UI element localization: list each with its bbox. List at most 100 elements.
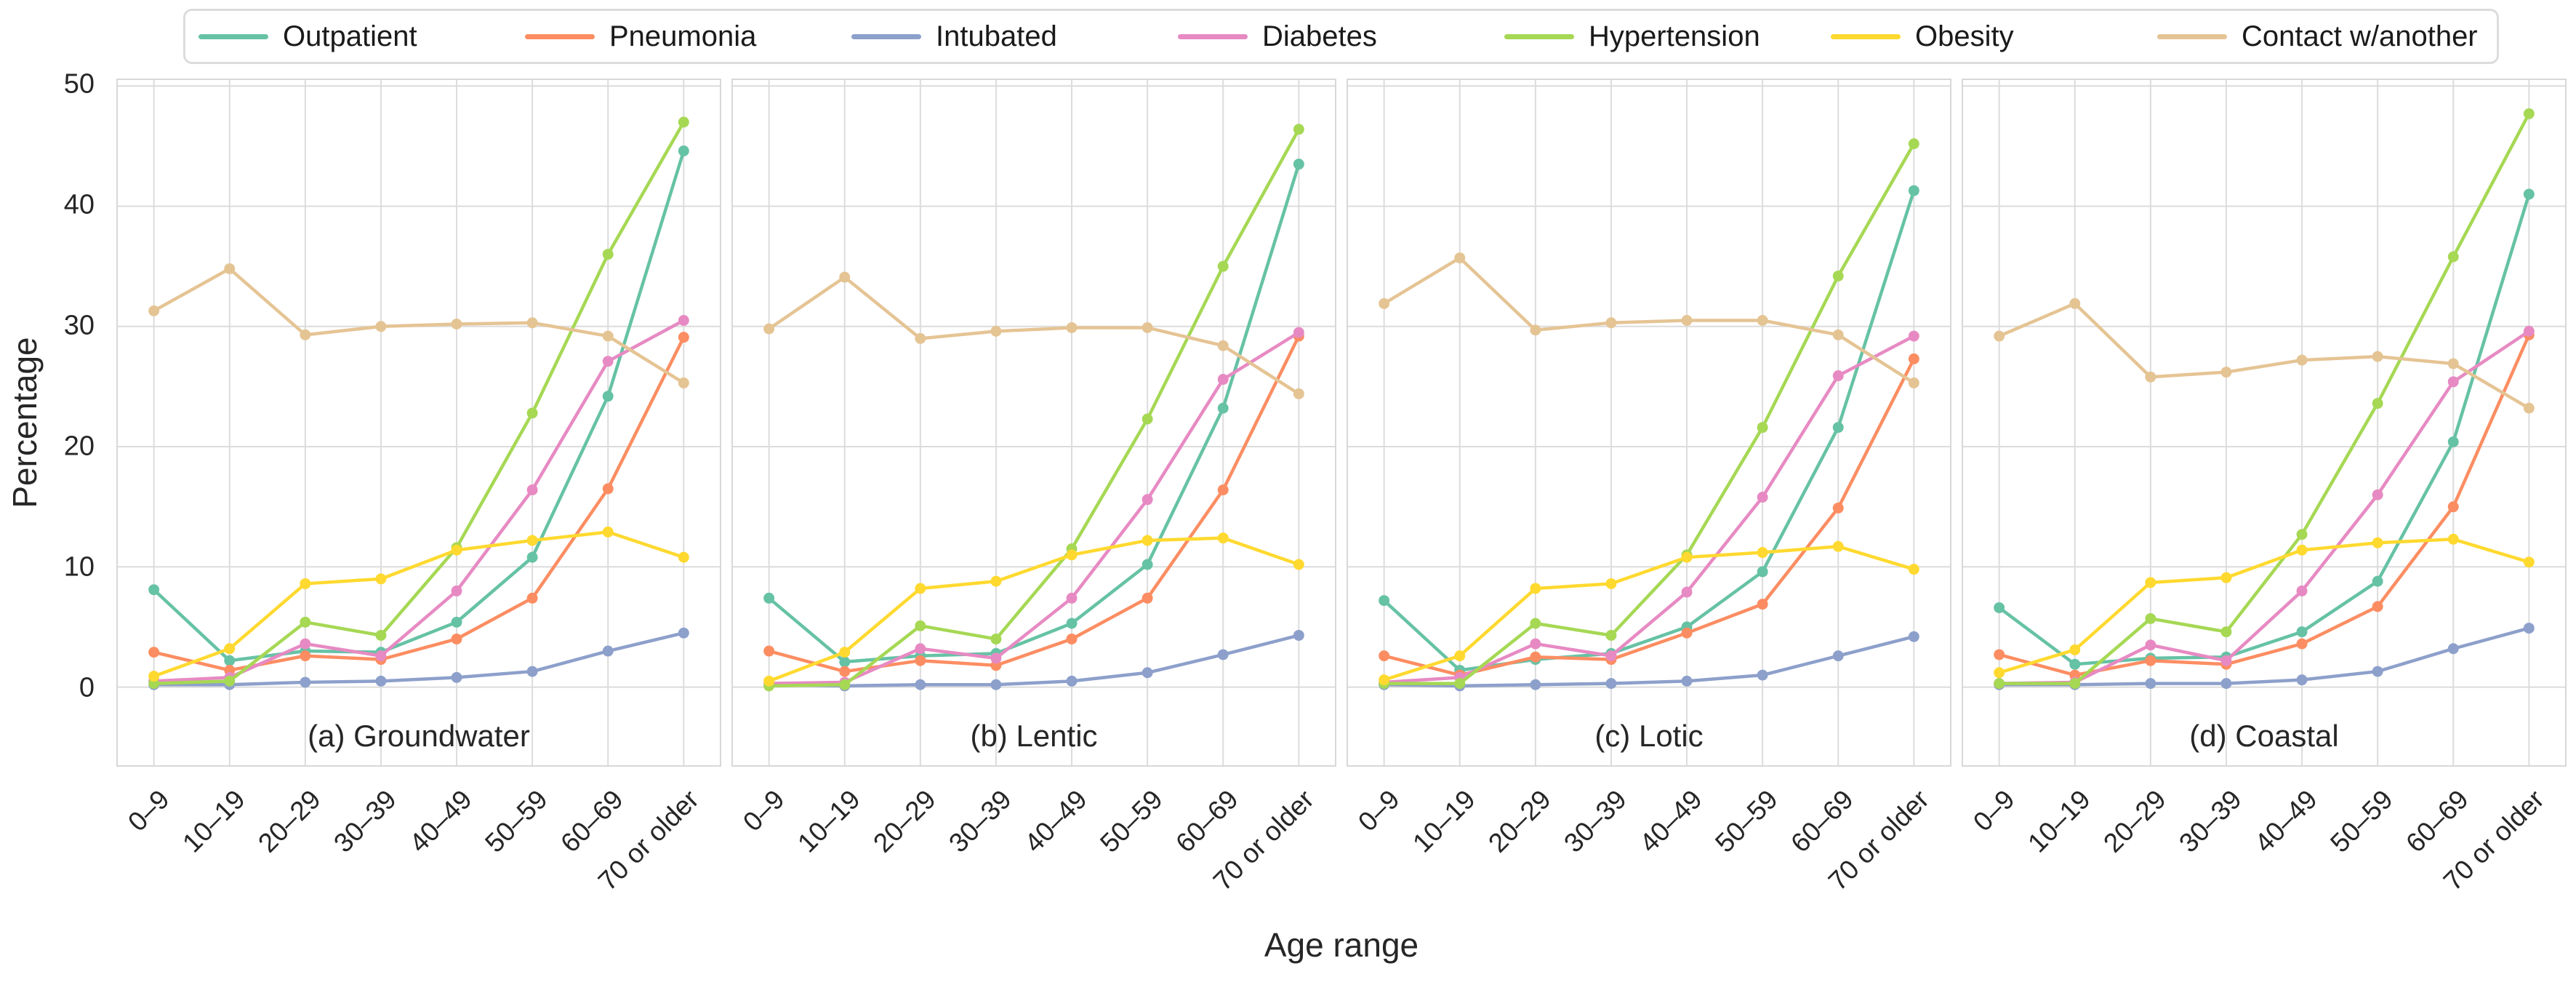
series-line-intubated [153, 631, 684, 687]
x-axis-title: Age range [1264, 926, 1419, 964]
data-point-pneumonia [839, 666, 851, 677]
data-point-intubated [451, 671, 462, 683]
subplot-b-canvas [733, 80, 1335, 765]
data-point-contact-w-another [2523, 402, 2535, 414]
legend-line-swatch-diabetes [1178, 33, 1248, 39]
legend-item-outpatient: Outpatient [198, 20, 525, 53]
data-point-contact-w-another [2372, 351, 2383, 362]
data-point-intubated [1293, 629, 1304, 641]
x-tick-label: 30–39 [2173, 784, 2247, 858]
data-point-pneumonia [1530, 651, 1541, 663]
data-point-hypertension [1141, 413, 1153, 425]
series-line-outpatient [153, 150, 686, 663]
x-tick-label: 70 or older [593, 784, 705, 897]
legend-line-swatch-obesity [1831, 33, 1901, 39]
data-point-diabetes [2220, 655, 2232, 666]
subplot-a-groundwater: (a) Groundwater 0–9 10–19 20–29 30–39 40–49 5… [116, 79, 721, 896]
subplot-d-coastal: (d) Coastal 0–9 10–19 20–29 30–39 40–49 50–59… [1962, 79, 2567, 896]
data-point-obesity [990, 575, 1002, 587]
data-point-outpatient [1293, 159, 1304, 170]
data-point-contact-w-another [526, 317, 538, 329]
data-point-diabetes [1681, 586, 1693, 598]
data-point-contact-w-another [1757, 315, 1768, 326]
data-point-diabetes [526, 484, 538, 495]
legend-label: Intubated [936, 20, 1057, 52]
data-point-contact-w-another [1293, 388, 1304, 399]
legend-line-swatch-hypertension [1504, 33, 1574, 39]
data-point-outpatient [678, 145, 689, 156]
data-point-obesity [526, 535, 538, 546]
series-line-outpatient [1998, 193, 2531, 666]
data-point-intubated [526, 666, 538, 677]
x-tick-label: 50–59 [479, 784, 554, 858]
data-point-obesity [915, 583, 926, 594]
data-point-intubated [602, 645, 614, 657]
series-line-diabetes [769, 331, 1300, 685]
data-point-intubated [1757, 669, 1768, 681]
data-point-obesity [2220, 572, 2232, 583]
data-point-hypertension [915, 620, 926, 631]
x-tick-label: 20–29 [252, 784, 326, 858]
data-point-obesity [2447, 533, 2459, 545]
x-tick-label: 20–29 [1482, 784, 1557, 858]
data-point-hypertension [2296, 529, 2308, 540]
x-tick-label: 40–49 [2249, 784, 2324, 858]
data-point-pneumonia [1379, 650, 1390, 662]
data-point-outpatient [526, 551, 538, 563]
data-point-outpatient [1379, 595, 1390, 607]
data-point-diabetes [1757, 491, 1768, 503]
data-point-hypertension [1217, 260, 1229, 272]
data-point-pneumonia [763, 645, 775, 657]
legend-label: Hypertension [1589, 20, 1760, 52]
legend-item-pneumonia: Pneumonia [525, 20, 851, 53]
data-point-pneumonia [1757, 599, 1768, 610]
data-point-contact-w-another [1530, 324, 1541, 336]
data-point-diabetes [2523, 325, 2535, 337]
data-point-diabetes [1530, 638, 1541, 650]
data-point-pneumonia [2372, 601, 2383, 612]
data-point-outpatient [839, 656, 851, 668]
data-point-pneumonia [678, 332, 689, 343]
series-line-hypertension [1384, 143, 1916, 685]
data-point-hypertension [2145, 612, 2156, 624]
data-point-hypertension [224, 675, 236, 687]
data-point-intubated [300, 676, 311, 688]
data-point-contact-w-another [763, 323, 775, 335]
data-point-contact-w-another [1605, 317, 1617, 329]
x-tick-label: 50–59 [1709, 784, 1784, 858]
data-point-diabetes [915, 643, 926, 655]
data-point-intubated [1832, 650, 1844, 662]
data-point-pneumonia [300, 650, 311, 662]
data-point-intubated [1908, 631, 1919, 642]
data-point-hypertension [2220, 626, 2232, 638]
data-point-contact-w-another [839, 271, 851, 283]
data-point-intubated [2523, 623, 2535, 634]
data-point-contact-w-another [1379, 298, 1390, 309]
x-tick-label: 40–49 [1634, 784, 1709, 858]
data-point-outpatient [451, 616, 462, 628]
data-point-intubated [2296, 674, 2308, 686]
data-point-contact-w-another [678, 377, 689, 388]
data-point-diabetes [1066, 592, 1078, 604]
y-tick-label: 20 [63, 431, 95, 462]
series-line-outpatient [768, 163, 1301, 664]
data-point-hypertension [1832, 270, 1844, 282]
data-point-obesity [1757, 547, 1768, 559]
series-line-contact-w-another [1383, 256, 1915, 385]
data-point-pneumonia [2145, 655, 2156, 666]
data-point-diabetes [2145, 639, 2156, 651]
chart-area: (a) Groundwater 0–9 10–19 20–29 30–39 40–49 5… [116, 79, 2567, 896]
data-point-hypertension [300, 616, 311, 628]
data-point-diabetes [375, 650, 387, 662]
data-point-diabetes [2296, 585, 2308, 596]
data-point-obesity [1605, 578, 1617, 589]
data-point-pneumonia [1994, 649, 2005, 660]
data-point-outpatient [1908, 185, 1919, 196]
data-point-obesity [1994, 667, 2005, 679]
legend-item-hypertension: Hypertension [1504, 20, 1831, 53]
data-point-pneumonia [1066, 633, 1078, 644]
data-point-obesity [1217, 532, 1229, 544]
data-point-diabetes [990, 652, 1002, 664]
y-tick-label: 40 [63, 189, 95, 220]
data-point-intubated [375, 675, 387, 687]
